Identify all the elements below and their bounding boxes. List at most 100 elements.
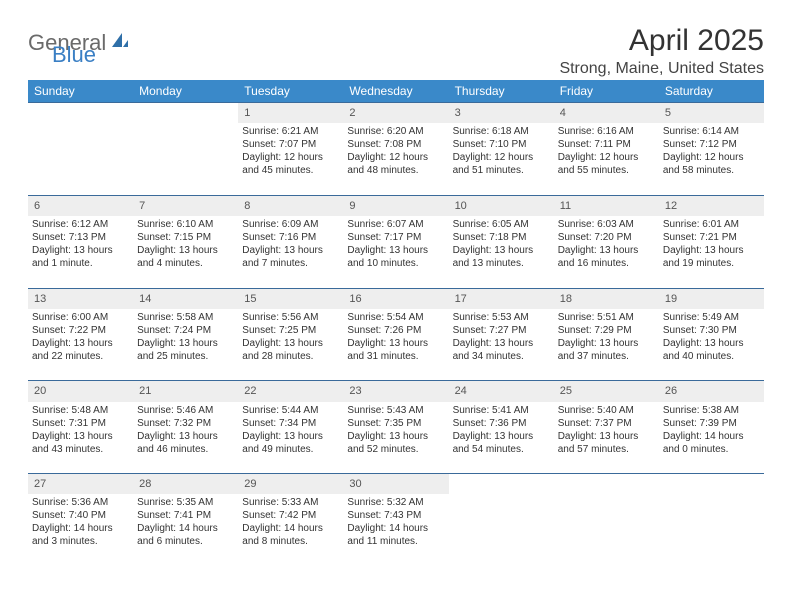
- day-content-row: Sunrise: 5:48 AMSunset: 7:31 PM Daylight:…: [28, 402, 764, 474]
- day-cell: Sunrise: 6:01 AMSunset: 7:21 PMDaylight:…: [659, 216, 764, 288]
- day-header: Tuesday: [238, 80, 343, 103]
- sunset-text: Sunset: 7:34 PM: [242, 417, 339, 430]
- location: Strong, Maine, United States: [559, 60, 764, 78]
- daylight2-text: and 28 minutes.: [242, 350, 339, 363]
- daylight2-text: and 52 minutes.: [347, 443, 444, 456]
- sunrise-text: Sunrise: 5:43 AM: [347, 404, 444, 417]
- daylight2-text: and 19 minutes.: [663, 257, 760, 270]
- sunrise-text: Sunrise: 6:10 AM: [137, 218, 234, 231]
- day-cell: Sunrise: 6:14 AMSunset: 7:12 PMDaylight:…: [659, 123, 764, 195]
- day-number: 4: [554, 103, 659, 124]
- day-cell: Sunrise: 6:12 AMSunset: 7:13 PMDaylight:…: [28, 216, 133, 288]
- daylight1-text: Daylight: 13 hours: [137, 337, 234, 350]
- daylight1-text: Daylight: 13 hours: [558, 337, 655, 350]
- day-number: 8: [238, 195, 343, 216]
- daylight1-text: Daylight: 13 hours: [137, 244, 234, 257]
- daylight2-text: and 8 minutes.: [242, 535, 339, 548]
- day-cell: Sunrise: 6:16 AMSunset: 7:11 PMDaylight:…: [554, 123, 659, 195]
- daylight1-text: Daylight: 13 hours: [453, 337, 550, 350]
- sunset-text: Sunset: 7:40 PM: [32, 509, 129, 522]
- day-cell: Sunrise: 6:09 AMSunset: 7:16 PMDaylight:…: [238, 216, 343, 288]
- sunrise-text: Sunrise: 5:58 AM: [137, 311, 234, 324]
- sunset-text: Sunset: 7:39 PM: [663, 417, 760, 430]
- day-number-row: 27282930: [28, 474, 764, 495]
- day-content-row: Sunrise: 6:21 AMSunset: 7:07 PM Daylight:…: [28, 123, 764, 195]
- day-header: Thursday: [449, 80, 554, 103]
- sunset-text: Sunset: 7:07 PM: [242, 138, 339, 151]
- sunrise-text: Sunrise: 6:05 AM: [453, 218, 550, 231]
- daylight1-text: Daylight: 13 hours: [453, 244, 550, 257]
- sunrise-text: Sunrise: 5:32 AM: [347, 496, 444, 509]
- sunrise-text: Sunrise: 6:18 AM: [453, 125, 550, 138]
- day-number: 28: [133, 474, 238, 495]
- daylight2-text: and 34 minutes.: [453, 350, 550, 363]
- daylight2-text: and 46 minutes.: [137, 443, 234, 456]
- day-cell: Sunrise: 5:49 AMSunset: 7:30 PMDaylight:…: [659, 309, 764, 381]
- daylight1-text: Daylight: 13 hours: [347, 244, 444, 257]
- day-cell: [28, 123, 133, 195]
- day-cell: Sunrise: 5:46 AMSunset: 7:32 PMDaylight:…: [133, 402, 238, 474]
- daylight2-text: and 45 minutes.: [242, 164, 339, 177]
- month-title: April 2025: [559, 24, 764, 58]
- daylight1-text: Daylight: 14 hours: [663, 430, 760, 443]
- sunrise-text: Sunrise: 5:53 AM: [453, 311, 550, 324]
- day-number: 30: [343, 474, 448, 495]
- sunrise-text: Sunrise: 5:48 AM: [32, 404, 129, 417]
- day-number: [554, 474, 659, 495]
- sunset-text: Sunset: 7:22 PM: [32, 324, 129, 337]
- day-header-row: Sunday Monday Tuesday Wednesday Thursday…: [28, 80, 764, 103]
- daylight2-text: and 40 minutes.: [663, 350, 760, 363]
- sunset-text: Sunset: 7:17 PM: [347, 231, 444, 244]
- sunrise-text: Sunrise: 5:36 AM: [32, 496, 129, 509]
- daylight2-text: and 11 minutes.: [347, 535, 444, 548]
- daylight2-text: and 54 minutes.: [453, 443, 550, 456]
- sunset-text: Sunset: 7:26 PM: [347, 324, 444, 337]
- sunset-text: Sunset: 7:12 PM: [663, 138, 760, 151]
- sunrise-text: Sunrise: 6:03 AM: [558, 218, 655, 231]
- day-number: 19: [659, 288, 764, 309]
- day-number: 9: [343, 195, 448, 216]
- sunrise-text: Sunrise: 6:12 AM: [32, 218, 129, 231]
- day-number: 12: [659, 195, 764, 216]
- day-cell: Sunrise: 5:53 AMSunset: 7:27 PMDaylight:…: [449, 309, 554, 381]
- daylight1-text: Daylight: 13 hours: [347, 337, 444, 350]
- sunset-text: Sunset: 7:31 PM: [32, 417, 129, 430]
- day-cell: Sunrise: 5:54 AMSunset: 7:26 PMDaylight:…: [343, 309, 448, 381]
- day-number: 1: [238, 103, 343, 124]
- day-number: 18: [554, 288, 659, 309]
- sunrise-text: Sunrise: 5:35 AM: [137, 496, 234, 509]
- daylight2-text: and 16 minutes.: [558, 257, 655, 270]
- daylight2-text: and 13 minutes.: [453, 257, 550, 270]
- day-number: 10: [449, 195, 554, 216]
- day-number: [133, 103, 238, 124]
- day-number: 14: [133, 288, 238, 309]
- daylight2-text: and 58 minutes.: [663, 164, 760, 177]
- day-cell: [133, 123, 238, 195]
- day-number-row: 12345: [28, 103, 764, 124]
- daylight1-text: Daylight: 12 hours: [558, 151, 655, 164]
- day-cell: Sunrise: 5:51 AMSunset: 7:29 PMDaylight:…: [554, 309, 659, 381]
- sunrise-text: Sunrise: 6:09 AM: [242, 218, 339, 231]
- sunrise-text: Sunrise: 5:51 AM: [558, 311, 655, 324]
- sunset-text: Sunset: 7:41 PM: [137, 509, 234, 522]
- sunrise-text: Sunrise: 6:07 AM: [347, 218, 444, 231]
- sunset-text: Sunset: 7:35 PM: [347, 417, 444, 430]
- daylight1-text: Daylight: 13 hours: [453, 430, 550, 443]
- sunset-text: Sunset: 7:20 PM: [558, 231, 655, 244]
- daylight1-text: Daylight: 13 hours: [137, 430, 234, 443]
- sunset-text: Sunset: 7:24 PM: [137, 324, 234, 337]
- sunrise-text: Sunrise: 6:21 AM: [242, 125, 339, 138]
- sunset-text: Sunset: 7:16 PM: [242, 231, 339, 244]
- day-cell: Sunrise: 6:00 AMSunset: 7:22 PMDaylight:…: [28, 309, 133, 381]
- sunset-text: Sunset: 7:21 PM: [663, 231, 760, 244]
- sunrise-text: Sunrise: 6:00 AM: [32, 311, 129, 324]
- day-cell: Sunrise: 5:43 AMSunset: 7:35 PMDaylight:…: [343, 402, 448, 474]
- day-cell: Sunrise: 5:36 AMSunset: 7:40 PMDaylight:…: [28, 494, 133, 566]
- daylight1-text: Daylight: 13 hours: [242, 430, 339, 443]
- sunrise-text: Sunrise: 5:49 AM: [663, 311, 760, 324]
- daylight1-text: Daylight: 13 hours: [32, 244, 129, 257]
- day-cell: [659, 494, 764, 566]
- daylight2-text: and 10 minutes.: [347, 257, 444, 270]
- day-content-row: Sunrise: 5:36 AMSunset: 7:40 PMDaylight:…: [28, 494, 764, 566]
- daylight2-text: and 55 minutes.: [558, 164, 655, 177]
